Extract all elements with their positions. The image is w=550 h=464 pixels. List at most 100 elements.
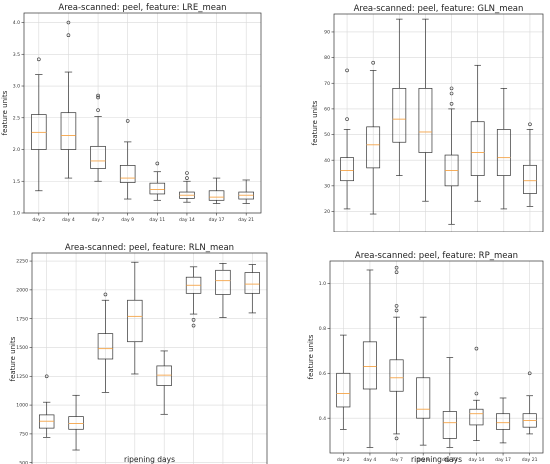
box-day-7 (90, 93, 106, 182)
x-tick-label: day 17 (209, 217, 225, 223)
y-tick-label: 3.5 (13, 52, 20, 58)
y-tick-label: 2000 (16, 287, 28, 293)
outlier-point (394, 308, 399, 313)
box-day-17 (208, 177, 225, 204)
chart-title: Area-scanned: peel, feature: GLN_mean (354, 4, 524, 14)
plot-frame (329, 260, 544, 454)
box-iqr (418, 88, 433, 153)
box-day-7 (389, 265, 404, 441)
chart-panel-4: Area-scanned: peel, feature: RP_mean 0.4 0… (307, 251, 544, 464)
box-day-14 (179, 171, 195, 203)
x-tick-label: day 17 (495, 457, 511, 463)
box-day-2 (340, 68, 354, 210)
y-tick-label: 80 (324, 55, 330, 61)
box-day-4 (68, 394, 84, 451)
box-day-21 (238, 179, 254, 204)
box-day-4 (362, 269, 377, 448)
x-axis-label: ripening days (411, 455, 462, 464)
y-tick-label: 0.8 (319, 326, 326, 332)
y-tick-label: 30 (324, 183, 330, 189)
box-day-2 (38, 374, 55, 438)
outlier-point (527, 371, 532, 376)
y-tick-label: 2.0 (13, 147, 20, 153)
box-iqr (336, 372, 351, 408)
box-day-9 (127, 261, 143, 375)
box-day-2 (31, 57, 47, 192)
x-tick-label: day 14 (469, 457, 485, 463)
box-iqr (60, 112, 77, 150)
y-tick-label: 1.0 (13, 211, 20, 217)
box-day-21 (244, 264, 261, 314)
box-iqr (362, 341, 377, 390)
y-tick-label: 1000 (16, 403, 28, 409)
box-iqr (68, 416, 84, 430)
y-axis-label: feature units (307, 334, 315, 379)
x-tick-label: day 11 (442, 457, 458, 463)
box-iqr (496, 413, 511, 430)
box-day-9 (418, 18, 433, 202)
x-tick-label: day 7 (390, 457, 403, 463)
box-day-11 (149, 161, 166, 201)
outlier-point (474, 391, 479, 396)
outlier-point (44, 374, 49, 379)
y-tick-label: 2250 (16, 259, 28, 265)
chart-panel-2: Area-scanned: peel, feature: GLN_mean 20 3… (311, 4, 544, 232)
y-tick-label: 50 (324, 132, 330, 138)
outlier-point (66, 33, 71, 38)
y-tick-label: 4.0 (13, 20, 20, 26)
x-axis-label: ripening days (124, 455, 175, 464)
outlier-point (96, 93, 100, 98)
box-iqr (90, 145, 106, 169)
box-day-14 (469, 346, 484, 441)
x-tick-label: day 4 (62, 217, 75, 223)
y-tick-label: 3.0 (13, 84, 20, 90)
y-axis-label: feature units (1, 90, 9, 135)
box-iqr (496, 129, 511, 176)
outlier-point (345, 68, 349, 73)
box-day-21 (522, 371, 537, 435)
y-tick-label: 70 (324, 81, 330, 87)
box-day-7 (392, 18, 407, 176)
y-tick-label: 1750 (16, 316, 28, 322)
chart-title: Area-scanned: peel, feature: RLN_mean (65, 243, 234, 253)
box-iqr (127, 299, 143, 343)
x-tick-label: day 7 (92, 217, 105, 223)
outlier-point (371, 60, 375, 65)
outlier-point (394, 304, 399, 308)
outlier-point (394, 436, 399, 441)
box-day-4 (60, 20, 77, 179)
box-day-9 (119, 119, 136, 200)
plot-frame (31, 252, 268, 464)
outlier-point (103, 292, 108, 297)
x-tick-label: day 4 (364, 457, 377, 463)
outlier-point (394, 270, 399, 275)
y-tick-label: 0.4 (319, 416, 326, 422)
outlier-point (191, 318, 196, 322)
box-day-7 (97, 292, 114, 393)
x-tick-label: day 9 (417, 457, 430, 463)
box-day-17 (496, 397, 511, 444)
box-day-21 (523, 122, 537, 207)
box-day-14 (470, 64, 485, 202)
outlier-point (125, 119, 130, 123)
y-tick-label: 20 (324, 209, 330, 215)
box-iqr (366, 126, 381, 169)
x-tick-label: day 21 (238, 217, 254, 223)
box-iqr (469, 408, 484, 426)
plot-frame (333, 13, 544, 232)
y-tick-label: 40 (324, 158, 330, 164)
outlier-point (96, 108, 100, 112)
box-iqr (244, 272, 261, 294)
y-tick-label: 1250 (16, 374, 28, 380)
outlier-point (528, 122, 532, 127)
box-day-4 (366, 60, 381, 215)
outlier-point (394, 265, 399, 270)
outlier-point (191, 323, 196, 328)
x-tick-label: day 9 (121, 217, 134, 223)
box-iqr (416, 377, 431, 419)
box-iqr (149, 182, 166, 195)
box-day-2 (336, 334, 351, 430)
outlier-point (474, 346, 479, 351)
x-tick-label: day 2 (337, 457, 350, 463)
outlier-point (185, 176, 189, 180)
